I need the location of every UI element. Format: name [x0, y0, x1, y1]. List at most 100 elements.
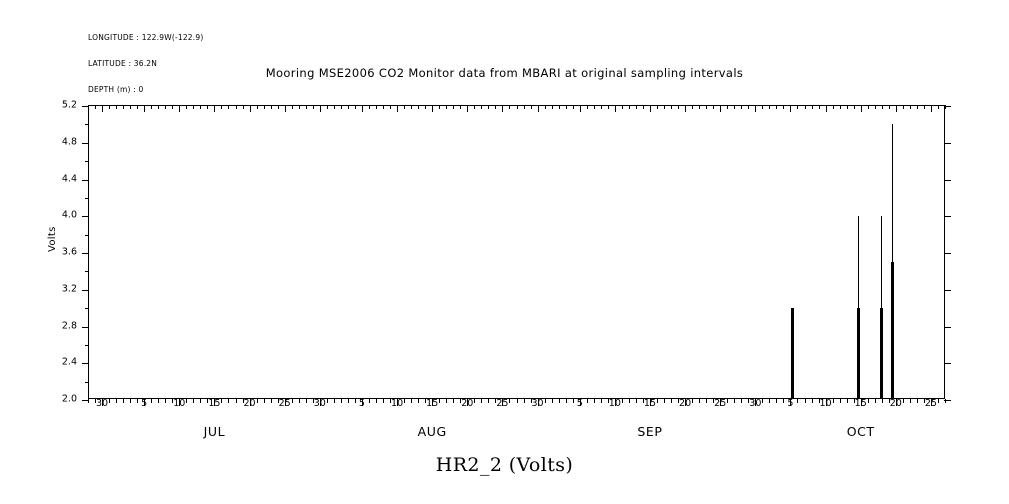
x-tick-top-minor — [340, 105, 342, 109]
x-tick-minor — [706, 399, 708, 403]
x-tick-label: 5 — [787, 398, 794, 409]
x-tick-top-minor — [713, 105, 715, 109]
x-tick-top-minor — [347, 105, 349, 109]
y-tick-minor — [85, 344, 89, 346]
x-tick-minor — [298, 399, 300, 403]
x-tick-minor — [678, 399, 680, 403]
y-tick-label: 4.0 — [61, 209, 77, 221]
x-tick-minor — [193, 399, 195, 403]
y-tick-minor — [85, 308, 89, 310]
y-tick-label: 2.8 — [61, 319, 77, 331]
x-tick-minor — [263, 399, 265, 403]
x-tick-major — [825, 399, 827, 406]
data-spike-stem — [892, 124, 894, 263]
x-tick-minor — [404, 399, 406, 403]
x-tick-top-minor — [874, 105, 876, 109]
x-tick-top-minor — [593, 105, 595, 109]
x-tick-top-minor — [193, 105, 195, 109]
x-tick-minor — [881, 399, 883, 403]
x-tick-top-major — [825, 105, 827, 112]
data-spike-stem — [858, 216, 860, 309]
metadata-latitude: LATITUDE : 36.2N — [88, 58, 158, 68]
x-tick-top-major — [502, 105, 504, 112]
x-tick-label: 20 — [461, 398, 474, 409]
x-tick-top-minor — [678, 105, 680, 109]
x-tick-label: 15 — [643, 398, 656, 409]
x-axis-month-label: SEP — [637, 424, 663, 439]
x-tick-minor — [383, 399, 385, 403]
x-tick-label: 5 — [358, 398, 365, 409]
x-tick-minor — [228, 399, 230, 403]
x-tick-minor — [312, 399, 314, 403]
x-tick-top-minor — [551, 105, 553, 109]
x-tick-top-minor — [263, 105, 265, 109]
x-tick-top-minor — [621, 105, 623, 109]
plot-area — [89, 106, 944, 398]
x-tick-top-minor — [446, 105, 448, 109]
x-tick-top-major — [249, 105, 251, 112]
y-tick-label: 2.0 — [61, 393, 77, 405]
x-tick-top-minor — [664, 105, 666, 109]
x-tick-top-minor — [291, 105, 293, 109]
x-tick-minor — [488, 399, 490, 403]
x-tick-top-minor — [783, 105, 785, 109]
x-tick-label: 5 — [576, 398, 583, 409]
x-tick-top-minor — [706, 105, 708, 109]
x-tick-top-major — [685, 105, 687, 112]
x-tick-minor — [586, 399, 588, 403]
x-tick-label: 10 — [391, 398, 404, 409]
x-tick-minor — [804, 399, 806, 403]
x-tick-label: 5 — [141, 398, 148, 409]
x-tick-minor — [839, 399, 841, 403]
x-tick-minor — [867, 399, 869, 403]
x-tick-top-minor — [326, 105, 328, 109]
data-spike-body — [891, 262, 895, 398]
x-tick-minor — [621, 399, 623, 403]
y-tick-major — [82, 106, 89, 107]
metadata-depth: DEPTH (m) : 0 — [88, 84, 144, 94]
x-tick-minor — [151, 399, 153, 403]
x-tick-top-major — [102, 105, 104, 112]
metadata-longitude: LONGITUDE : 122.9W(-122.9) — [88, 33, 204, 43]
x-tick-minor — [256, 399, 258, 403]
x-tick-minor — [671, 399, 673, 403]
x-tick-top-major — [860, 105, 862, 112]
x-tick-minor — [411, 399, 413, 403]
x-tick-top-minor — [116, 105, 118, 109]
x-tick-top-minor — [748, 105, 750, 109]
x-tick-top-minor — [811, 105, 813, 109]
x-tick-minor — [305, 399, 307, 403]
x-tick-minor — [123, 399, 125, 403]
x-tick-minor — [713, 399, 715, 403]
x-tick-minor — [769, 399, 771, 403]
x-tick-top-minor — [277, 105, 279, 109]
x-tick-top-major — [179, 105, 181, 112]
data-spike-stem — [880, 216, 882, 309]
x-tick-top-minor — [270, 105, 272, 109]
x-tick-top-major — [467, 105, 469, 112]
x-tick-top-minor — [804, 105, 806, 109]
y-tick-label: 2.4 — [61, 356, 77, 368]
x-tick-major — [930, 399, 932, 406]
x-tick-top-minor — [902, 105, 904, 109]
x-tick-major — [502, 399, 504, 406]
x-tick-top-major — [537, 105, 539, 112]
y-tick-major — [82, 400, 89, 401]
x-tick-top-minor — [916, 105, 918, 109]
x-tick-label: 30 — [749, 398, 762, 409]
x-tick-major — [685, 399, 687, 406]
x-tick-minor — [340, 399, 342, 403]
x-tick-top-minor — [221, 105, 223, 109]
x-axis-month-label: OCT — [846, 424, 875, 439]
x-tick-minor — [776, 399, 778, 403]
x-tick-minor — [874, 399, 876, 403]
x-tick-top-minor — [516, 105, 518, 109]
y-tick-major-right — [944, 142, 951, 144]
y-tick-major — [82, 289, 89, 291]
x-tick-top-minor — [881, 105, 883, 109]
x-tick-top-minor — [853, 105, 855, 109]
x-tick-minor — [762, 399, 764, 403]
x-tick-top-minor — [656, 105, 658, 109]
x-tick-top-minor — [530, 105, 532, 109]
x-tick-top-minor — [137, 105, 139, 109]
